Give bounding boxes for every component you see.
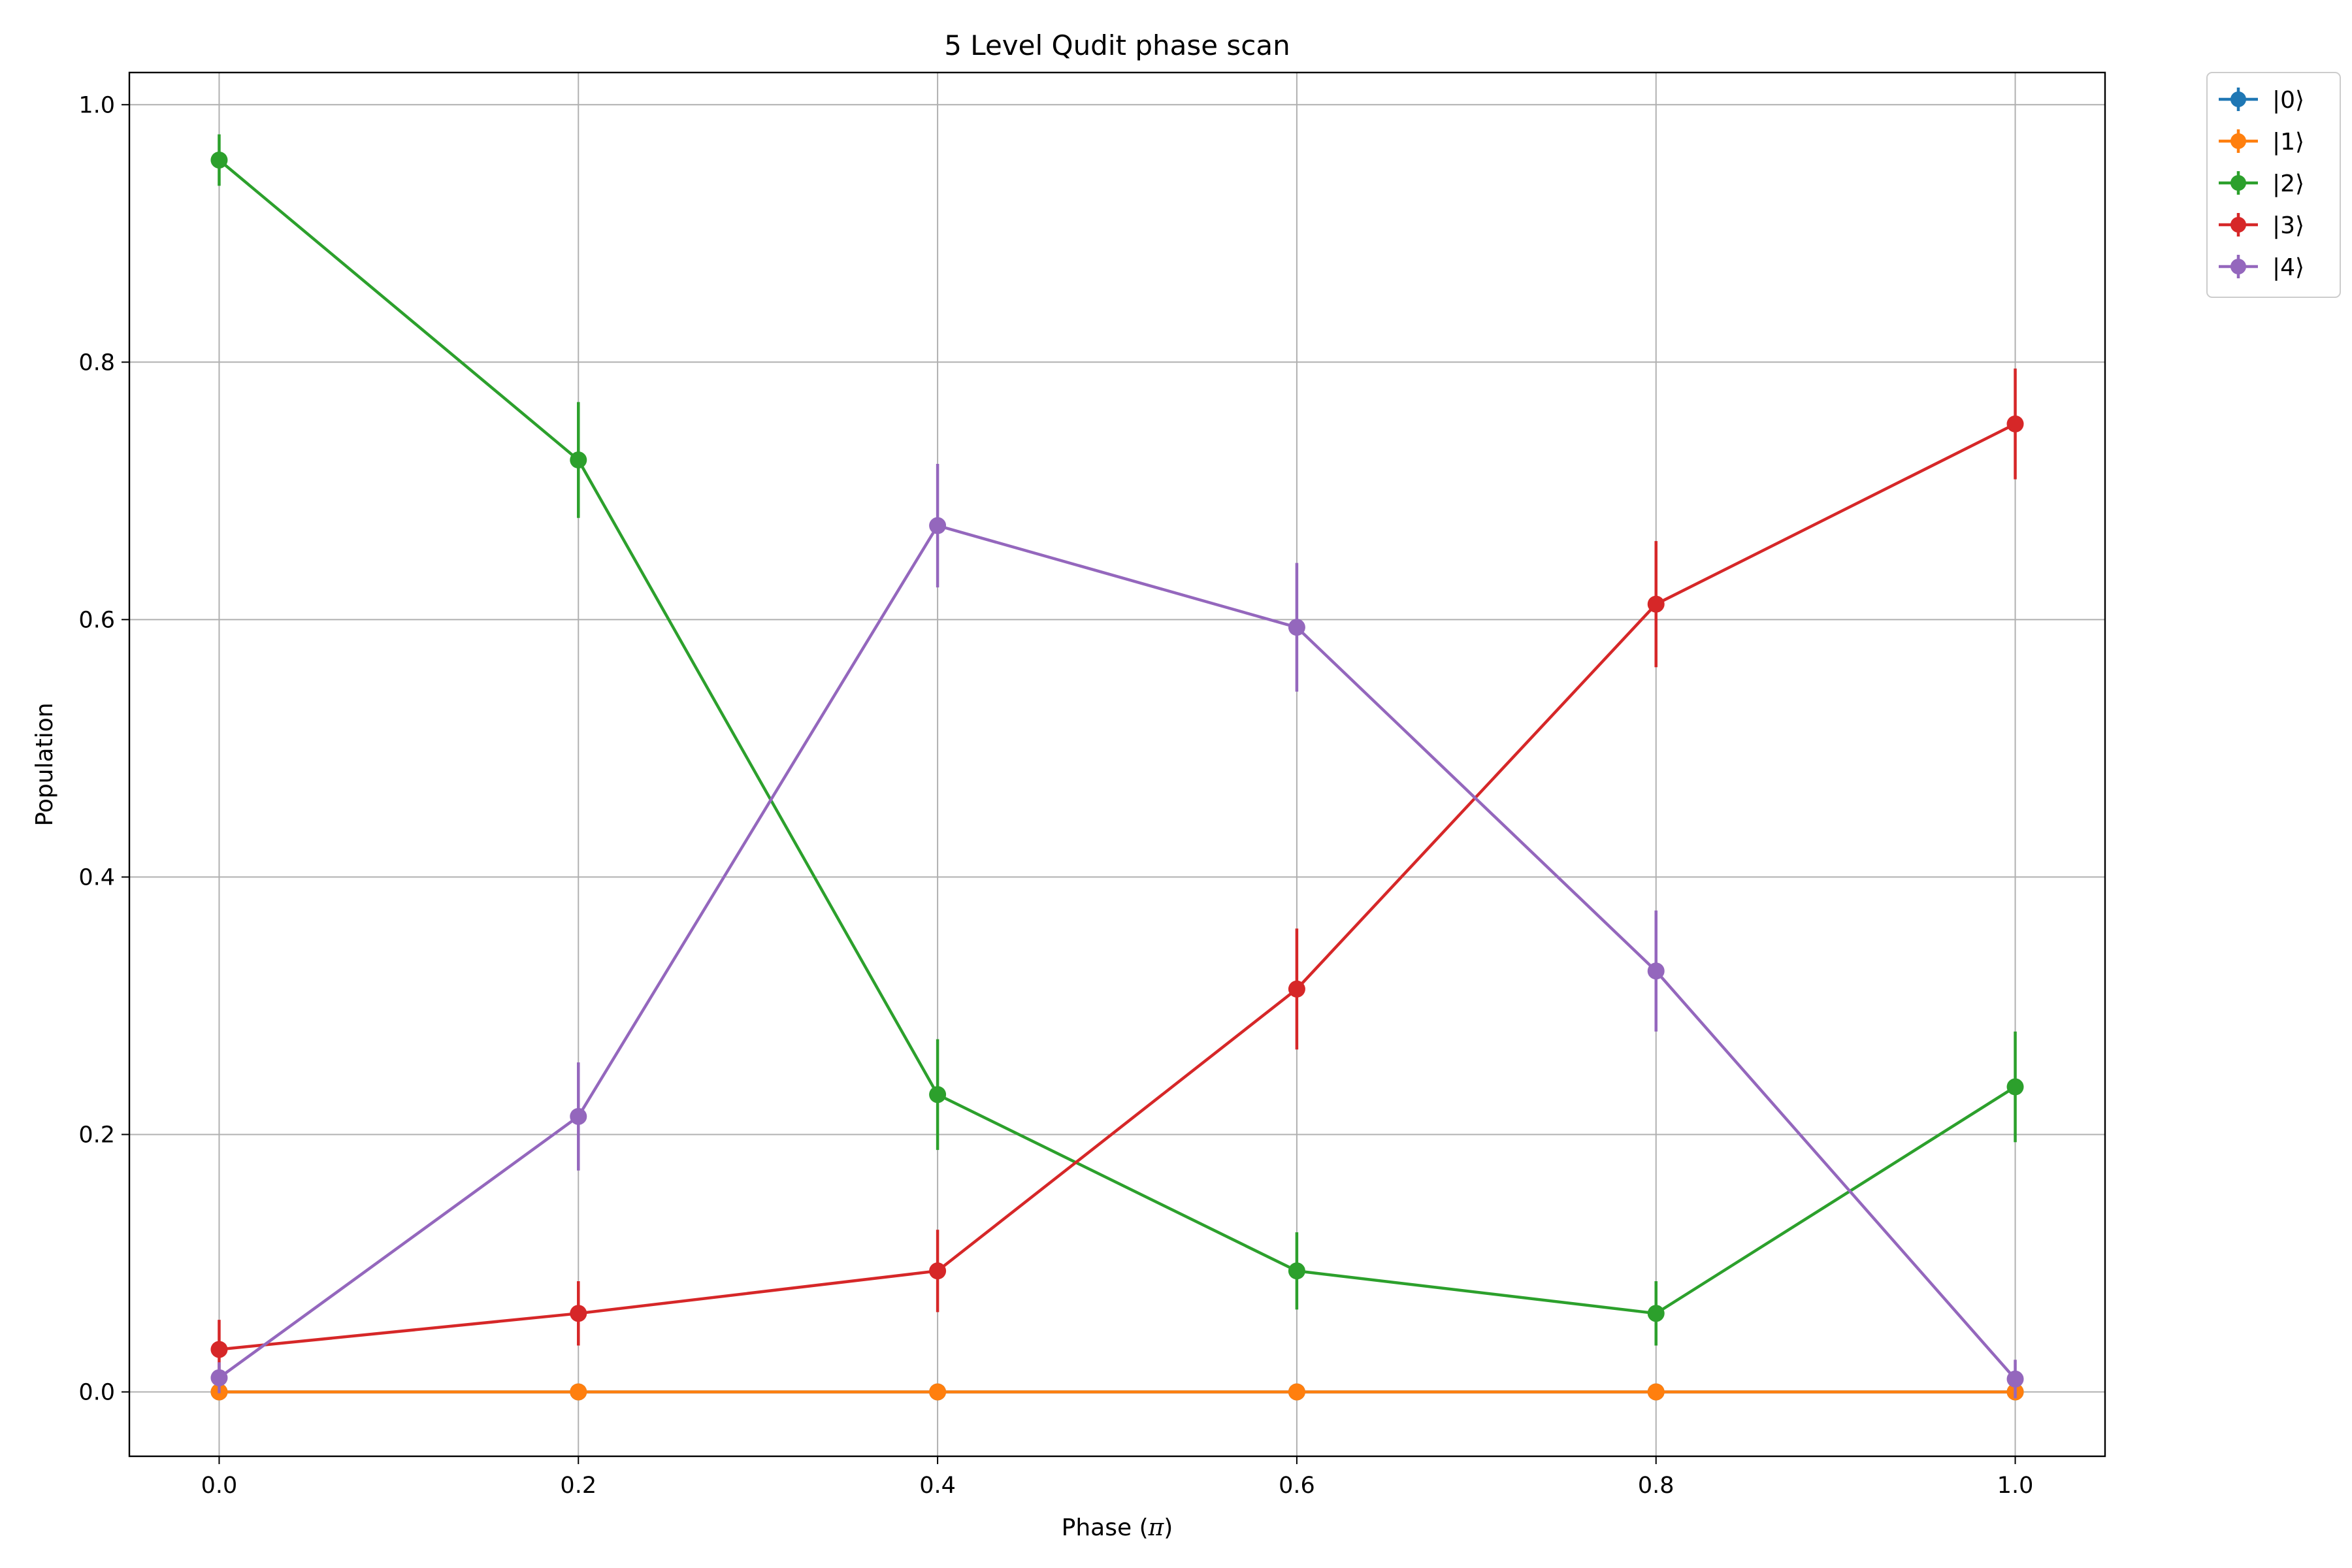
legend-label: |1⟩ bbox=[2272, 129, 2304, 155]
y-tick-label: 0.0 bbox=[78, 1379, 115, 1405]
data-point bbox=[210, 1369, 228, 1386]
series-2 bbox=[210, 134, 2024, 1346]
data-point bbox=[570, 1107, 587, 1125]
legend-box bbox=[2206, 72, 2341, 298]
data-point bbox=[210, 151, 228, 169]
data-point bbox=[1288, 1262, 1305, 1280]
x-tick-label: 0.2 bbox=[560, 1473, 596, 1499]
data-point bbox=[210, 1341, 228, 1358]
data-point bbox=[1288, 619, 1305, 636]
legend: |0⟩ |1⟩ |2⟩ |3⟩ |4⟩ bbox=[2206, 72, 2341, 298]
legend-swatch-marker bbox=[2230, 175, 2246, 191]
legend-item: |0⟩ bbox=[2219, 87, 2304, 114]
legend-swatch-marker bbox=[2230, 217, 2246, 233]
series-3 bbox=[210, 368, 2024, 1379]
y-tick-label: 0.2 bbox=[78, 1122, 115, 1148]
legend-label: |3⟩ bbox=[2272, 212, 2304, 239]
data-point bbox=[929, 517, 947, 534]
data-point bbox=[1288, 980, 1305, 998]
series-1 bbox=[210, 1383, 2024, 1401]
y-axis-label: Population bbox=[31, 702, 58, 826]
data-point bbox=[1647, 595, 1665, 613]
x-tick-label: 1.0 bbox=[1997, 1473, 2034, 1499]
data-point bbox=[929, 1086, 947, 1103]
data-point bbox=[2006, 1370, 2024, 1388]
x-tick-label: 0.0 bbox=[201, 1473, 238, 1499]
legend-item: |2⟩ bbox=[2219, 171, 2304, 197]
x-tick-label: 0.4 bbox=[919, 1473, 956, 1499]
legend-swatch-marker bbox=[2230, 259, 2246, 274]
data-point bbox=[929, 1383, 947, 1401]
y-tick-label: 0.8 bbox=[78, 350, 115, 376]
x-tick-label: 0.8 bbox=[1638, 1473, 1674, 1499]
data-point bbox=[570, 1383, 587, 1401]
grid bbox=[129, 73, 2105, 1456]
data-point bbox=[1647, 962, 1665, 980]
legend-item: |1⟩ bbox=[2219, 129, 2304, 155]
data-point bbox=[570, 451, 587, 469]
plot-series bbox=[210, 134, 2024, 1401]
series-4 bbox=[210, 463, 2024, 1399]
axis-ticks: 0.0 0.2 0.4 0.6 0.8 1.0 0.0 0.2 0.4 0.6 0.8 1.0 bbox=[78, 92, 2033, 1499]
x-tick-label: 0.6 bbox=[1279, 1473, 1315, 1499]
legend-label: |2⟩ bbox=[2272, 171, 2304, 197]
series-line bbox=[218, 524, 2017, 1380]
y-tick-label: 0.4 bbox=[78, 864, 115, 890]
data-point bbox=[570, 1305, 587, 1322]
y-tick-label: 0.6 bbox=[78, 607, 115, 633]
legend-swatch-marker bbox=[2230, 91, 2246, 107]
data-point bbox=[1288, 1383, 1305, 1401]
legend-label: |0⟩ bbox=[2272, 87, 2304, 114]
x-axis-label: Phase (π) bbox=[1062, 1514, 1173, 1541]
legend-swatch-marker bbox=[2230, 133, 2246, 149]
y-tick-label: 1.0 bbox=[78, 92, 115, 118]
data-point bbox=[1647, 1305, 1665, 1322]
legend-item: |4⟩ bbox=[2219, 254, 2304, 281]
data-point bbox=[1647, 1383, 1665, 1401]
series-line bbox=[218, 159, 2016, 1315]
data-point bbox=[2006, 1078, 2024, 1096]
legend-label: |4⟩ bbox=[2272, 254, 2304, 281]
chart-title: 5 Level Qudit phase scan bbox=[944, 29, 1290, 61]
series-line bbox=[219, 422, 2016, 1351]
data-point bbox=[2006, 415, 2024, 433]
plot-frame bbox=[128, 71, 2106, 1458]
data-point bbox=[929, 1262, 947, 1280]
legend-item: |3⟩ bbox=[2219, 212, 2304, 239]
